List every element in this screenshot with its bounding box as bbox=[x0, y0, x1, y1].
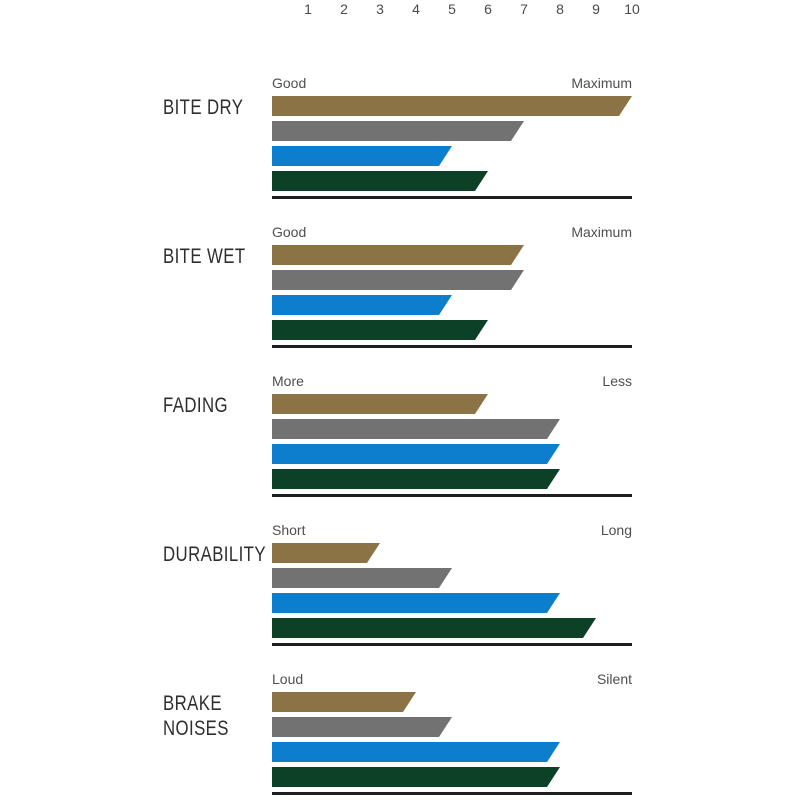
scale-tick-4: 4 bbox=[412, 1, 420, 17]
group-label: DURABILITY bbox=[163, 543, 266, 566]
scale-tick-7: 7 bbox=[520, 1, 528, 17]
bar-gold bbox=[272, 692, 416, 712]
bar-gold bbox=[272, 96, 632, 116]
bar-gray bbox=[272, 568, 452, 588]
bar-blue bbox=[272, 444, 560, 464]
bar-blue bbox=[272, 593, 560, 613]
axis-label-left: Loud bbox=[272, 671, 304, 687]
group-baseline bbox=[272, 196, 632, 199]
bar-gray bbox=[272, 419, 560, 439]
scale-tick-3: 3 bbox=[376, 1, 384, 17]
axis-label-left: Short bbox=[272, 522, 306, 538]
scale-tick-10: 10 bbox=[624, 1, 640, 17]
scale-tick-1: 1 bbox=[304, 1, 312, 17]
axis-label-right: Silent bbox=[596, 671, 632, 687]
chart-group-brake-noises: BRAKE NOISES Loud Silent bbox=[0, 671, 800, 800]
bar-green bbox=[272, 171, 488, 191]
scale-tick-5: 5 bbox=[448, 1, 456, 17]
group-label: BRAKE NOISES bbox=[163, 692, 229, 740]
axis-label-left: Good bbox=[272, 224, 307, 240]
bar-blue bbox=[272, 295, 452, 315]
scale-tick-9: 9 bbox=[592, 1, 600, 17]
bar-green bbox=[272, 767, 560, 787]
group-label: FADING bbox=[163, 394, 228, 417]
scale-tick-6: 6 bbox=[484, 1, 492, 17]
scale-tick-2: 2 bbox=[340, 1, 348, 17]
group-baseline bbox=[272, 792, 632, 795]
bar-blue bbox=[272, 146, 452, 166]
bar-gray bbox=[272, 717, 452, 737]
axis-label-right: Long bbox=[600, 522, 632, 538]
bar-gold bbox=[272, 394, 488, 414]
group-baseline bbox=[272, 345, 632, 348]
axis-label-left: More bbox=[272, 373, 304, 389]
scale-tick-8: 8 bbox=[556, 1, 564, 17]
bar-green bbox=[272, 320, 488, 340]
bar-gray bbox=[272, 270, 524, 290]
chart-group-fading: FADING More Less bbox=[0, 373, 800, 522]
chart-group-bite-dry: BITE DRY Good Maximum bbox=[0, 75, 800, 224]
axis-label-right: Maximum bbox=[571, 224, 632, 240]
chart-group-durability: DURABILITY Short Long bbox=[0, 522, 800, 671]
axis-label-right: Less bbox=[602, 373, 632, 389]
axis-label-left: Good bbox=[272, 75, 307, 91]
group-baseline bbox=[272, 643, 632, 646]
chart-group-bite-wet: BITE WET Good Maximum bbox=[0, 224, 800, 373]
group-baseline bbox=[272, 494, 632, 497]
axis-label-right: Maximum bbox=[571, 75, 632, 91]
bar-gray bbox=[272, 121, 524, 141]
bar-green bbox=[272, 618, 596, 638]
bar-blue bbox=[272, 742, 560, 762]
bar-green bbox=[272, 469, 560, 489]
group-label: BITE WET bbox=[163, 245, 246, 268]
group-label: BITE DRY bbox=[163, 96, 244, 119]
bar-gold bbox=[272, 543, 380, 563]
bar-gold bbox=[272, 245, 524, 265]
